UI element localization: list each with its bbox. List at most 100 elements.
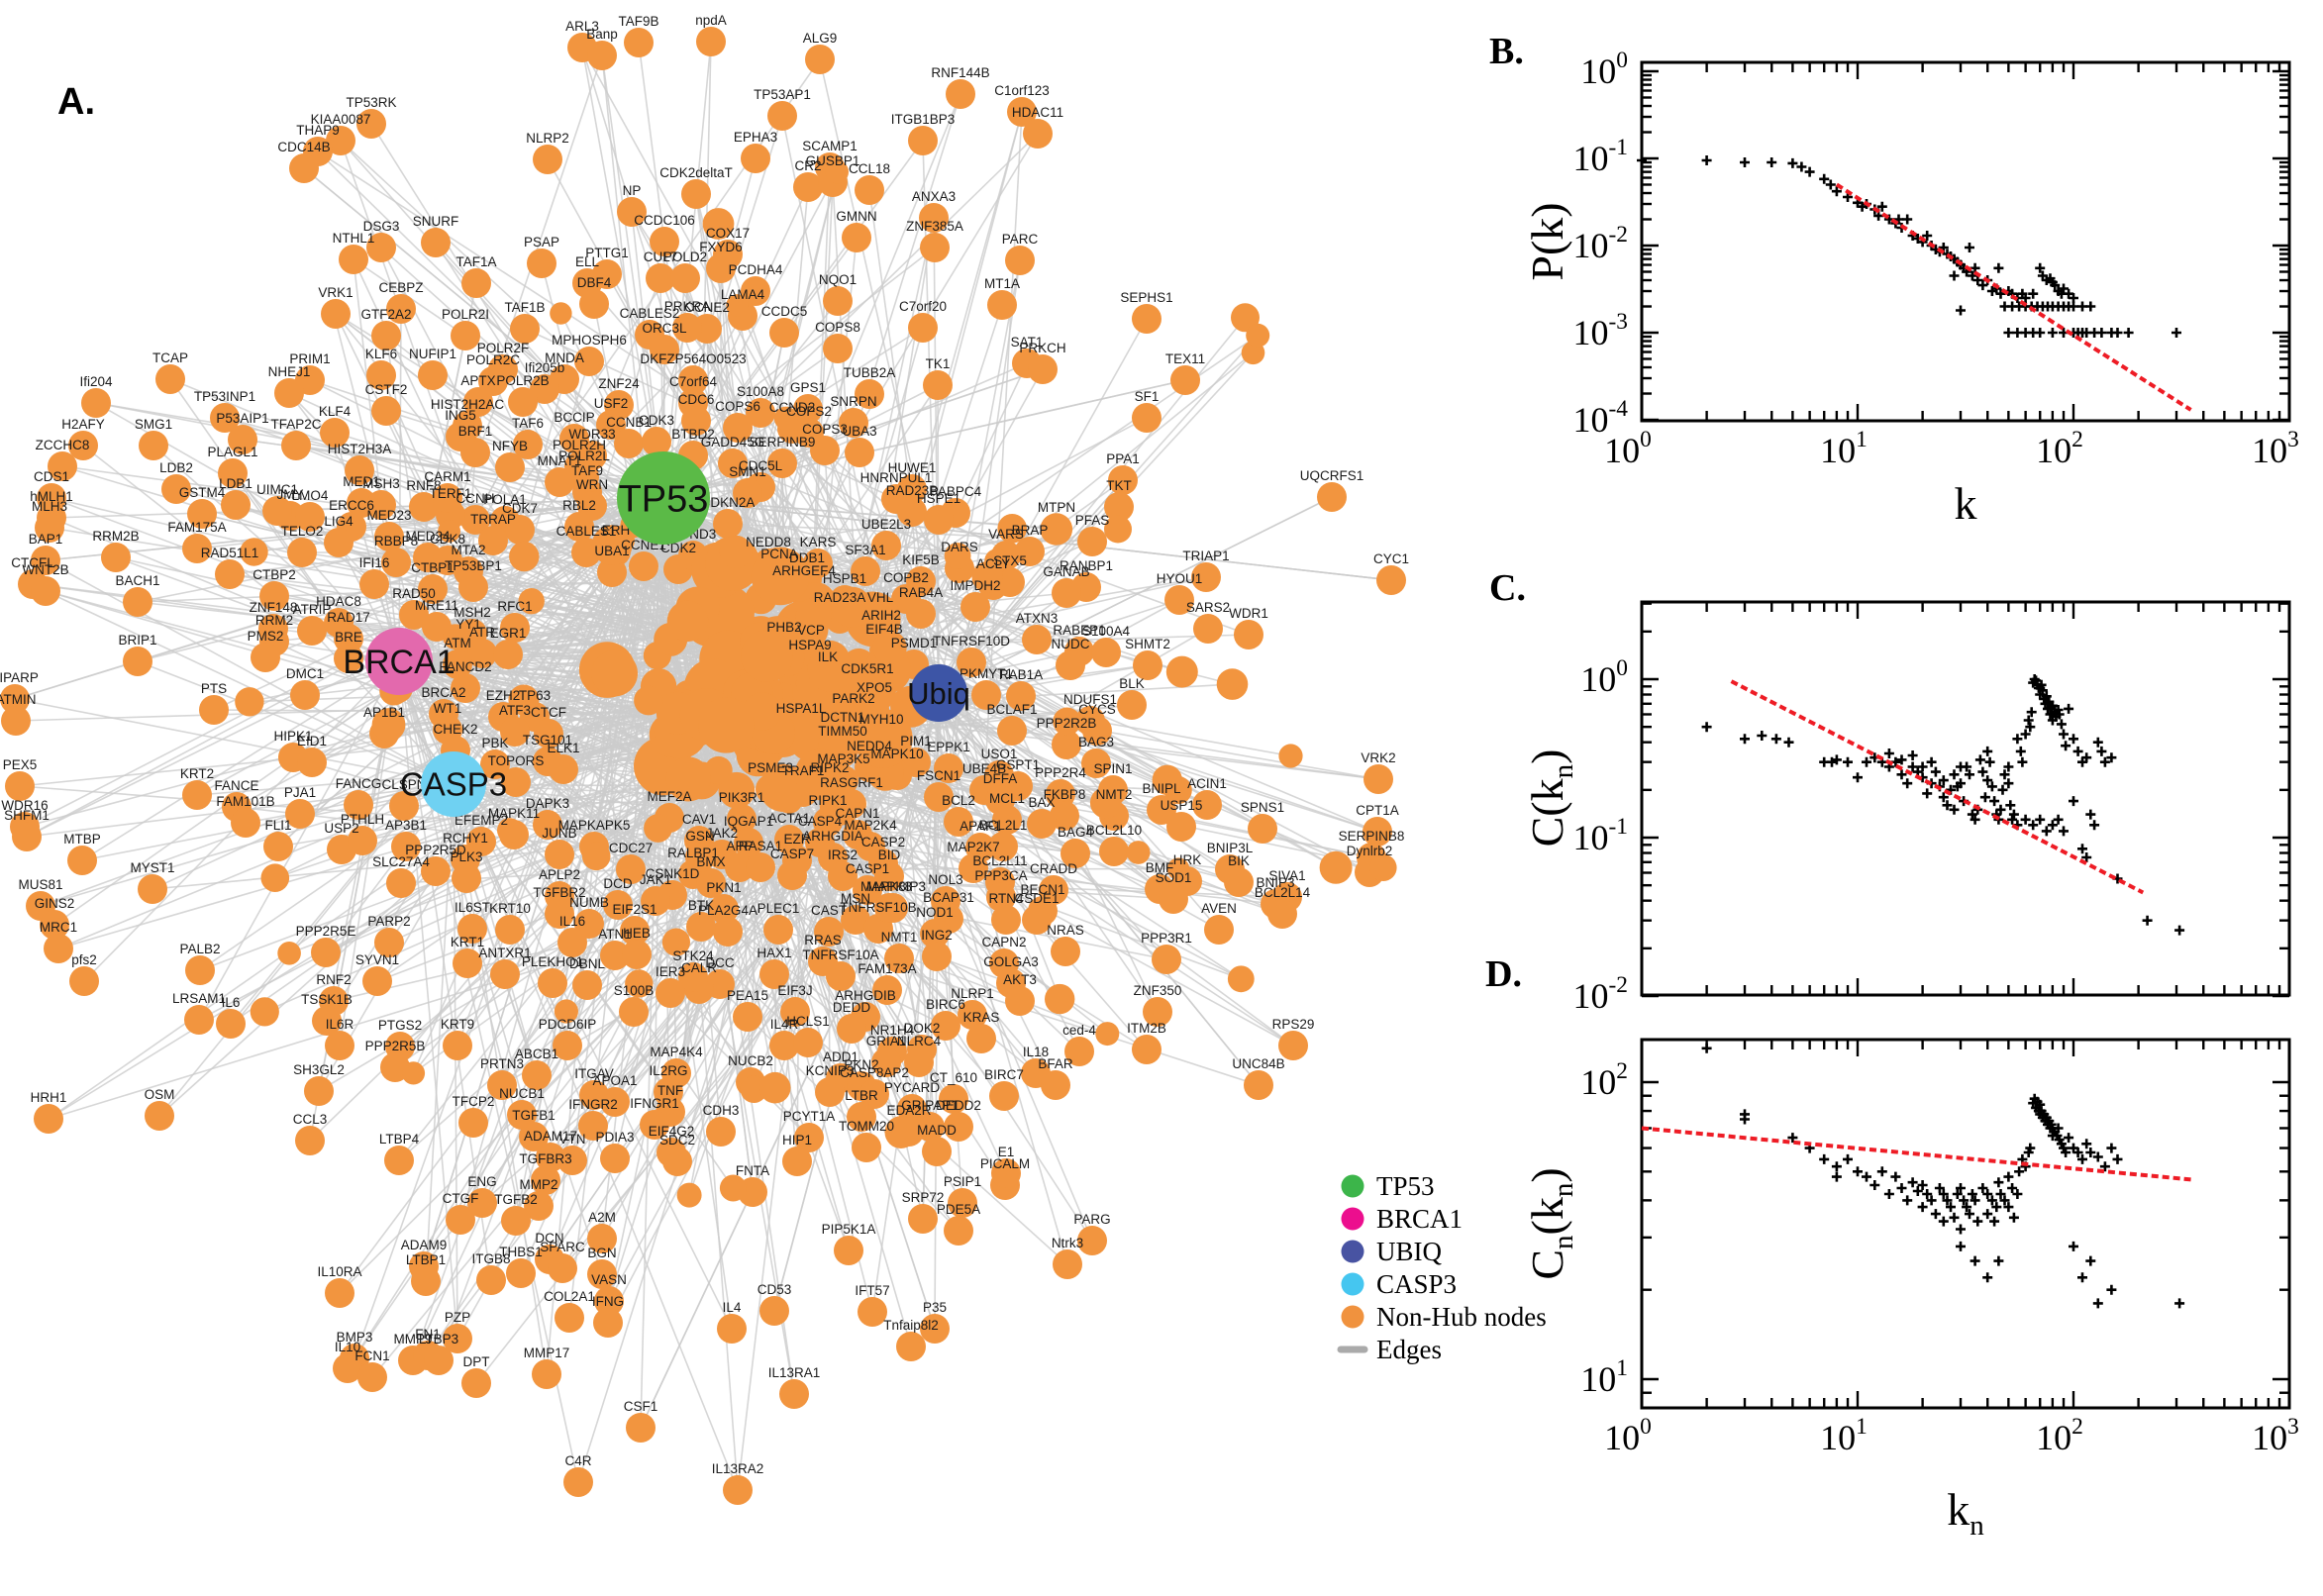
svg-text:TKT: TKT [1106, 478, 1132, 493]
hub-node-casp3 [421, 751, 486, 817]
svg-text:SMN1: SMN1 [729, 464, 766, 479]
svg-text:FCN1: FCN1 [354, 1348, 389, 1363]
svg-text:SH3GL2: SH3GL2 [293, 1062, 345, 1077]
svg-text:ZNF385A: ZNF385A [906, 219, 963, 234]
svg-text:TFAP2C: TFAP2C [270, 417, 321, 432]
svg-text:Banp: Banp [586, 27, 618, 42]
svg-text:npdA: npdA [695, 13, 727, 28]
svg-text:EIF3J: EIF3J [777, 983, 812, 998]
legend-label: CASP3 [1376, 1269, 1457, 1299]
svg-text:MEF2A: MEF2A [647, 789, 691, 804]
svg-text:SPIN1: SPIN1 [1093, 761, 1132, 776]
svg-text:FAM175A: FAM175A [167, 520, 226, 535]
svg-text:MAP2K4: MAP2K4 [844, 818, 897, 833]
svg-text:10-2: 10-2 [1573, 972, 1629, 1016]
svg-text:RASGRF1: RASGRF1 [820, 775, 883, 790]
svg-text:DFFA: DFFA [983, 771, 1018, 786]
svg-text:COPB2: COPB2 [883, 570, 929, 585]
svg-text:PFAS: PFAS [1075, 513, 1110, 528]
svg-text:TEX11: TEX11 [1165, 351, 1205, 366]
svg-text:TSSK1B: TSSK1B [301, 992, 353, 1007]
svg-text:NLRP2: NLRP2 [526, 131, 569, 146]
svg-text:CABLES1: CABLES1 [556, 524, 617, 539]
svg-text:CCDC106: CCDC106 [634, 213, 695, 228]
svg-text:KRT2: KRT2 [180, 766, 214, 781]
svg-text:PPP3R1: PPP3R1 [1141, 931, 1192, 946]
hub-label-casp3: CASP3 [400, 766, 507, 803]
svg-text:RAB4A: RAB4A [899, 585, 943, 600]
svg-text:RFC1: RFC1 [497, 599, 532, 614]
svg-text:PPP2R4: PPP2R4 [1035, 765, 1086, 780]
svg-text:CDC27: CDC27 [609, 841, 653, 855]
svg-text:KRT10: KRT10 [489, 901, 531, 916]
panel-d-label: D. [1485, 953, 1522, 995]
svg-text:PSAP: PSAP [524, 235, 559, 249]
svg-text:HIST2H3A: HIST2H3A [328, 442, 392, 456]
plot-points-C [1701, 674, 2185, 936]
svg-text:VRK2: VRK2 [1361, 750, 1395, 765]
svg-text:EIF2S1: EIF2S1 [612, 902, 656, 917]
svg-text:AKT3: AKT3 [1003, 972, 1037, 987]
svg-text:CCNB1: CCNB1 [606, 415, 652, 430]
svg-text:MADD: MADD [917, 1123, 957, 1138]
svg-text:CTBP2: CTBP2 [252, 567, 296, 582]
svg-text:PJA1: PJA1 [284, 785, 316, 800]
svg-text:BCCIP: BCCIP [554, 410, 594, 425]
svg-text:HSPE1: HSPE1 [917, 491, 960, 506]
svg-text:COPS2: COPS2 [786, 404, 832, 419]
svg-text:SNURF: SNURF [413, 214, 459, 229]
svg-text:CYC1: CYC1 [1373, 551, 1409, 566]
panel-c-label: C. [1489, 567, 1526, 609]
svg-text:HIST2H2AC: HIST2H2AC [431, 397, 505, 412]
legend-dot-brca1 [1341, 1207, 1364, 1231]
svg-text:TNFRSF10B: TNFRSF10B [840, 900, 916, 915]
svg-text:100: 100 [1604, 427, 1652, 470]
svg-text:LIG4: LIG4 [324, 514, 354, 529]
svg-text:ZNF350: ZNF350 [1134, 983, 1182, 998]
svg-text:CCL3: CCL3 [293, 1112, 328, 1127]
svg-text:TELO2: TELO2 [281, 524, 324, 539]
svg-text:PIP5K1A: PIP5K1A [822, 1222, 876, 1237]
svg-text:ELL: ELL [575, 254, 600, 269]
svg-text:BACH1: BACH1 [115, 573, 159, 588]
legend-label: Non-Hub nodes [1376, 1302, 1547, 1332]
svg-text:FNTA: FNTA [736, 1163, 769, 1178]
svg-text:NHEJ1: NHEJ1 [268, 364, 311, 379]
svg-text:GOLGA3: GOLGA3 [983, 954, 1039, 969]
svg-text:CUL7: CUL7 [644, 249, 678, 264]
svg-text:PARK2: PARK2 [832, 691, 874, 706]
svg-text:OSM: OSM [145, 1087, 175, 1102]
svg-text:SMG1: SMG1 [135, 417, 172, 432]
svg-text:PPP2R2B: PPP2R2B [1037, 716, 1097, 731]
svg-text:NUCB2: NUCB2 [728, 1053, 773, 1068]
svg-text:10-2: 10-2 [1573, 222, 1629, 265]
svg-text:102: 102 [1580, 1058, 1628, 1102]
svg-text:IFNGR2: IFNGR2 [568, 1097, 618, 1112]
svg-text:EZH2: EZH2 [486, 688, 521, 703]
svg-text:IER3: IER3 [656, 964, 685, 979]
panel-a-label: A. [57, 81, 95, 123]
svg-text:IQGAP1: IQGAP1 [724, 814, 773, 829]
svg-text:LTBR: LTBR [845, 1088, 878, 1103]
svg-text:PCYT1A: PCYT1A [783, 1109, 836, 1124]
hub-label-tp53: TP53 [619, 478, 709, 520]
svg-text:POLR2F: POLR2F [477, 341, 530, 355]
svg-text:ZCCHC8: ZCCHC8 [36, 438, 90, 452]
svg-text:H2AFY: H2AFY [61, 417, 105, 432]
svg-text:EGR1: EGR1 [490, 626, 527, 641]
svg-text:IL16: IL16 [559, 914, 585, 929]
svg-text:ITM2B: ITM2B [1127, 1021, 1166, 1036]
svg-text:PDIA3: PDIA3 [595, 1130, 634, 1145]
svg-text:BRCA2: BRCA2 [421, 685, 465, 700]
svg-text:PRKRA: PRKRA [664, 299, 711, 314]
svg-text:E1: E1 [998, 1145, 1015, 1159]
svg-text:PTS: PTS [201, 681, 227, 696]
hub-node-tp53 [617, 451, 710, 545]
svg-text:TFCP2: TFCP2 [453, 1094, 495, 1109]
svg-text:pfs2: pfs2 [71, 952, 97, 967]
svg-text:CABLES2: CABLES2 [620, 306, 680, 321]
fit-line-C [1730, 679, 2145, 895]
